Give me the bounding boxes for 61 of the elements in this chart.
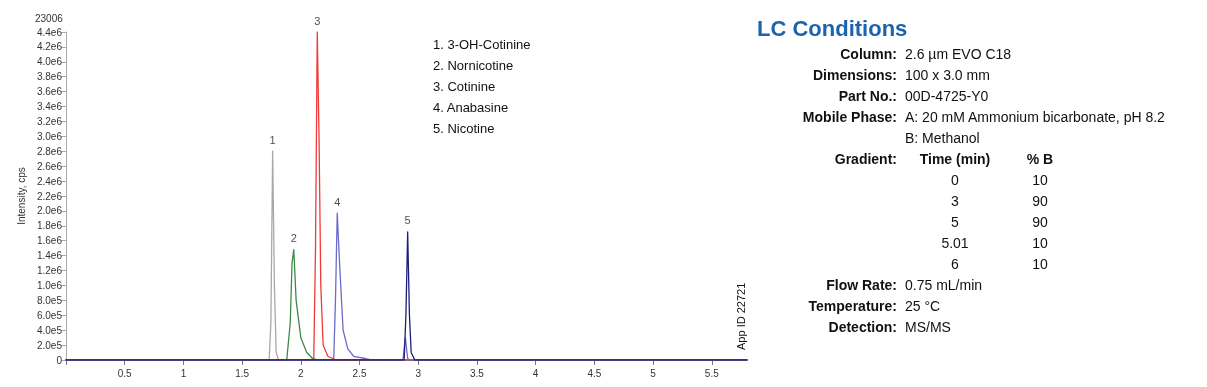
- y-tick-label: 6.0e5: [36, 309, 63, 321]
- y-axis-title: Intensity, cps: [15, 167, 27, 225]
- x-tick-label: 5: [650, 367, 657, 379]
- text: 5 90: [951, 214, 1048, 230]
- text: 0 10: [951, 172, 1048, 188]
- y-tick-label: 4.4e6: [36, 26, 63, 38]
- y-tick-label: 3.0e6: [36, 130, 63, 142]
- x-tick-label: 1: [180, 367, 187, 379]
- annotation: 2: [290, 232, 297, 245]
- y-tick-label: 2.6e6: [36, 160, 63, 172]
- annotation: 5: [404, 214, 411, 227]
- text: 5.01 10: [941, 235, 1048, 251]
- y-tick-label: 0: [56, 354, 63, 366]
- annotation: 4: [334, 195, 341, 208]
- annotation: 3. Cotinine: [433, 79, 496, 94]
- x-tick-label: 4.5: [587, 367, 602, 379]
- text: Temperature: 25 °C: [807, 297, 941, 316]
- text: LC Conditions: [757, 16, 909, 42]
- text: Mobile Phase: A: 20 mM Ammonium bicarbonate, pH 8.2: [801, 108, 1165, 127]
- x-tick-label: 1.5: [235, 367, 250, 379]
- x-tick-label: 4: [532, 367, 539, 379]
- x-tick-label: 3: [415, 367, 422, 379]
- annotation: 3: [314, 14, 321, 27]
- y-tick-label: 3.6e6: [36, 86, 63, 98]
- annotation: 1: [269, 133, 276, 146]
- y-tick-label: 3.2e6: [36, 115, 63, 127]
- y-tick-label: 2.0e5: [36, 339, 63, 351]
- y-tick-label: 1.0e6: [36, 279, 63, 291]
- y-tick-label: 2.0e6: [36, 205, 63, 217]
- y-tick-label: 2.8e6: [36, 145, 63, 157]
- annotation: 5. Nicotine: [433, 121, 495, 136]
- text: 3 90: [951, 193, 1048, 209]
- y-tick-label: 4.2e6: [36, 41, 63, 53]
- y-tick-label: 4.0e5: [36, 324, 63, 336]
- y-tick-label: 2.4e6: [36, 175, 63, 187]
- text: 6 10: [951, 256, 1048, 272]
- y-tick-label: 4.0e6: [36, 56, 63, 68]
- y-tick-label: 3.8e6: [36, 71, 63, 83]
- text: Gradient: Time (min) % B: [834, 151, 1054, 167]
- y-tick-label: 1.8e6: [36, 220, 63, 232]
- annotation: 1. 3-OH-Cotinine: [433, 37, 531, 52]
- y-tick-label: 1.2e6: [36, 265, 63, 277]
- text: Dimensions: 100 x 3.0 mm: [812, 66, 990, 85]
- x-tick-label: 2: [298, 367, 305, 379]
- y-tick-label: 1.4e6: [36, 250, 63, 262]
- text: Part No.: 00D-4725-Y0: [837, 87, 989, 106]
- y-tick-label: 8.0e5: [36, 294, 63, 306]
- y-tick-label: 2.2e6: [36, 190, 63, 202]
- text: B: Methanol: [905, 129, 980, 148]
- annotation: 2. Nornicotine: [433, 58, 514, 73]
- y-tick-label: 3.4e6: [36, 101, 63, 113]
- text: Column: 2.6 µm EVO C18: [839, 45, 1012, 64]
- x-tick-label: 3.5: [470, 367, 485, 379]
- chart-title: 23006: [35, 12, 64, 24]
- x-tick-label: 5.5: [704, 367, 720, 379]
- text: Detection: MS/MS: [827, 318, 951, 337]
- annotation: 4. Anabasine: [433, 100, 509, 115]
- text: Flow Rate: 0.75 mL/min: [825, 276, 983, 295]
- x-tick-label: 0.5: [117, 367, 133, 379]
- y-tick-label: 1.6e6: [36, 235, 63, 247]
- x-tick-label: 2.5: [352, 367, 367, 379]
